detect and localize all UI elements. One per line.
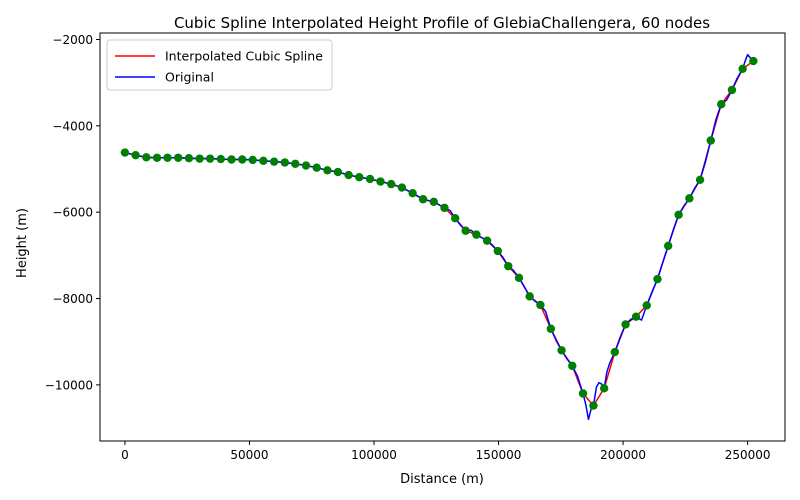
node-point (408, 188, 417, 198)
node-point (589, 401, 598, 410)
plot-lines (124, 53, 754, 421)
x-tick-label: 150000 (476, 448, 522, 462)
node-point (429, 197, 438, 207)
node-point (546, 324, 556, 333)
node-point (386, 179, 396, 189)
node-point (248, 155, 257, 165)
x-ticks: 0 50000 100000 150000 200000 250000 (121, 441, 771, 462)
node-point (642, 301, 651, 310)
node-point (738, 64, 747, 74)
y-tick-label: −4000 (52, 119, 93, 133)
node-point (525, 292, 534, 301)
series-line-original (124, 53, 754, 421)
node-point (355, 173, 364, 182)
node-point (344, 170, 353, 180)
y-ticks: −10000 −8000 −6000 −4000 −2000 (45, 33, 100, 392)
node-point (504, 261, 513, 271)
node-point (568, 361, 577, 371)
chart-title: Cubic Spline Interpolated Height Profile… (174, 14, 710, 32)
y-tick-label: −10000 (45, 378, 93, 392)
node-point (717, 100, 726, 109)
y-tick-label: −2000 (52, 33, 93, 47)
node-point (749, 56, 758, 66)
node-point (280, 158, 290, 167)
node-point (451, 214, 460, 223)
node-point (131, 150, 140, 160)
plot-nodes (120, 56, 758, 410)
node-point (227, 155, 236, 164)
plot-frame (99, 32, 786, 442)
node-point (205, 154, 215, 163)
legend: Interpolated Cubic Spline Original (106, 39, 333, 91)
x-axis-label: Distance (m) (400, 472, 484, 487)
node-point (695, 175, 705, 184)
x-tick-label: 100000 (351, 448, 397, 462)
node-point (174, 153, 183, 162)
node-point (493, 246, 502, 256)
node-point (610, 347, 620, 357)
legend-label-spline: Interpolated Cubic Spline (165, 49, 323, 64)
node-point (418, 195, 428, 204)
x-tick-label: 250000 (725, 448, 771, 462)
node-point (238, 155, 247, 164)
y-axis-label: Height (m) (15, 208, 30, 278)
x-tick-label: 200000 (600, 448, 646, 462)
node-point (120, 148, 130, 157)
node-point (376, 177, 385, 186)
node-point (578, 389, 588, 398)
node-point (599, 384, 609, 393)
node-point (461, 226, 470, 235)
node-point (663, 241, 673, 251)
node-point (472, 230, 481, 239)
node-point (163, 153, 172, 162)
node-point (184, 154, 194, 163)
node-point (291, 159, 300, 169)
node-point (142, 153, 151, 162)
node-point (269, 157, 279, 166)
node-point (301, 161, 311, 170)
x-tick-label: 50000 (230, 448, 268, 462)
node-point (653, 274, 662, 284)
legend-box (106, 39, 333, 91)
node-point (514, 273, 524, 282)
node-point (557, 346, 566, 355)
node-point (195, 154, 204, 163)
legend-label-original: Original (165, 70, 214, 85)
node-point (397, 183, 407, 192)
x-tick-label: 0 (121, 448, 129, 462)
node-point (674, 210, 683, 219)
node-point (365, 174, 375, 184)
node-point (216, 154, 226, 164)
node-point (312, 163, 321, 172)
node-point (706, 136, 715, 145)
node-point (621, 320, 630, 329)
series-line-spline (124, 60, 754, 407)
node-point (152, 153, 162, 162)
node-point (323, 166, 332, 175)
y-tick-label: −8000 (52, 292, 93, 306)
node-point (333, 167, 343, 177)
node-point (440, 203, 449, 213)
node-point (536, 300, 545, 310)
node-point (685, 194, 694, 203)
node-point (259, 156, 268, 165)
node-point (727, 85, 737, 95)
node-point (482, 236, 492, 245)
y-tick-label: −6000 (52, 206, 93, 220)
node-point (631, 312, 641, 321)
